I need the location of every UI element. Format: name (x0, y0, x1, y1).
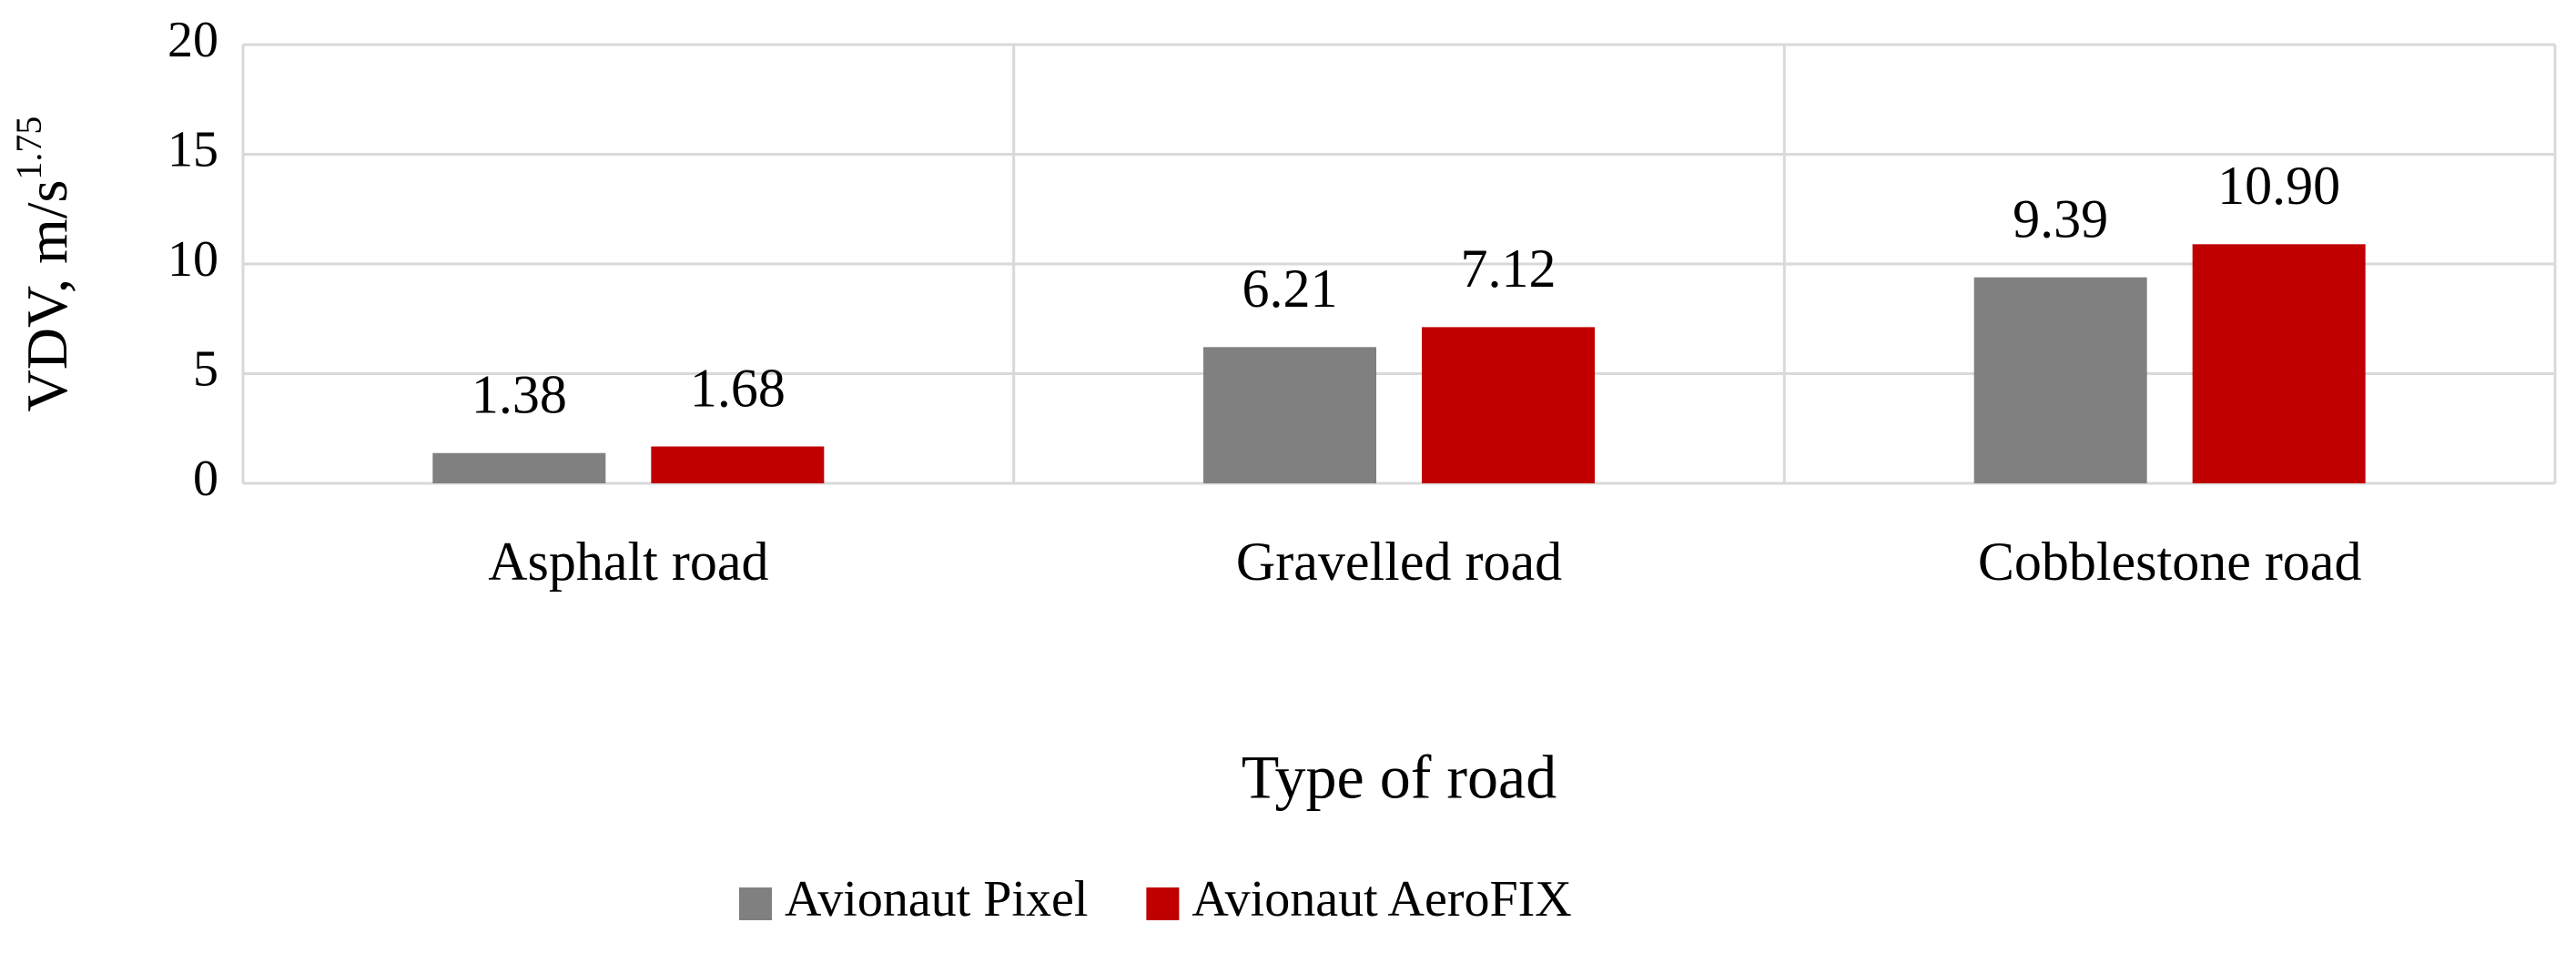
bar (2192, 244, 2366, 483)
bar (1203, 347, 1376, 483)
y-tick-label: 10 (167, 231, 218, 288)
y-axis-title-superscript: 1.75 (8, 117, 49, 180)
x-tick-label: Asphalt road (488, 532, 768, 592)
bar (1973, 277, 2147, 483)
y-axis-title-text: VDV, m/s (15, 180, 79, 412)
y-axis-title: VDV, m/s1.75 (8, 117, 79, 412)
bar (651, 446, 825, 483)
y-tick-label: 0 (193, 451, 218, 507)
legend-swatch (739, 887, 772, 920)
bar (1422, 327, 1595, 483)
x-tick-label: Cobblestone road (1978, 532, 2362, 592)
value-label: 10.90 (2217, 156, 2340, 216)
x-tick-label: Gravelled road (1236, 532, 1562, 592)
y-tick-label: 20 (167, 12, 218, 68)
x-axis-title: Type of road (1242, 743, 1557, 812)
value-label: 1.68 (690, 358, 786, 418)
y-tick-label: 15 (167, 121, 218, 177)
legend-label: Avionaut AeroFIX (1192, 871, 1571, 928)
y-tick-label: 5 (193, 340, 218, 397)
bar (432, 452, 606, 483)
legend-swatch (1146, 887, 1180, 920)
legend-label: Avionaut Pixel (785, 871, 1088, 928)
value-label: 9.39 (2013, 188, 2108, 248)
value-label: 1.38 (472, 365, 567, 425)
value-label: 7.12 (1461, 238, 1557, 299)
value-label: 6.21 (1242, 259, 1338, 319)
